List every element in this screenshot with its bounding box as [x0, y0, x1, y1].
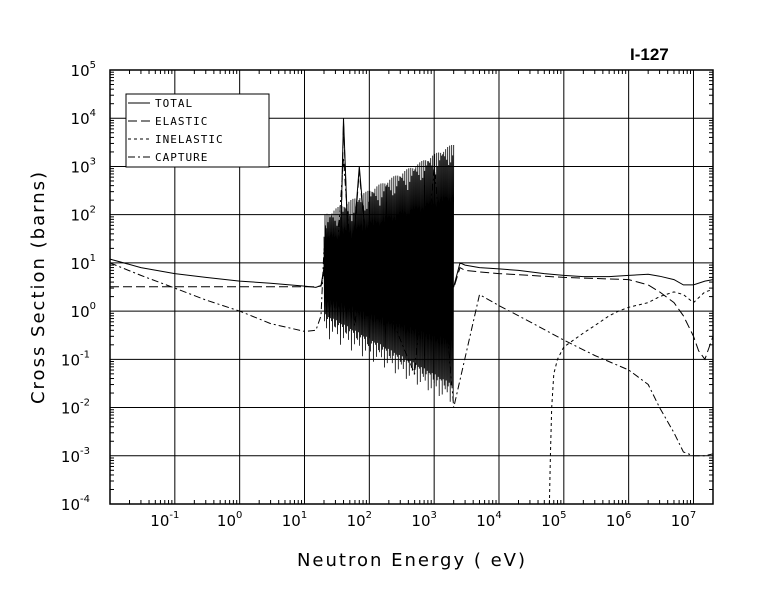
resonance-trace: [323, 144, 455, 402]
series-line-elastic: [110, 122, 714, 361]
legend-label-elastic: ELASTIC: [155, 115, 208, 128]
y-tick-label: 10-1: [61, 349, 90, 369]
x-tick-label: 10-1: [150, 510, 179, 530]
tick-labels: 105 104 103 102 101 100 10-1 10-2 10-3 10-4 10-1 10…: [61, 60, 696, 530]
y-tick-label: 103: [71, 156, 96, 176]
x-tick-label: 102: [347, 510, 372, 530]
legend-label-total: TOTAL: [155, 97, 193, 110]
x-tick-label: 100: [217, 510, 242, 530]
resonance-band: [323, 144, 455, 402]
x-tick-label: 104: [476, 510, 501, 530]
y-tick-label: 10-4: [61, 494, 90, 514]
series-line-inelastic: [548, 289, 714, 505]
y-axis-title: Cross Section (barns): [28, 170, 49, 404]
legend-box: [125, 93, 270, 168]
y-tick-label: 105: [71, 60, 96, 80]
series-line-total: [109, 118, 714, 289]
series-lines: [109, 118, 714, 505]
x-tick-label: 101: [282, 510, 307, 530]
series-line-capture: [109, 157, 714, 457]
legend-label-inelastic: INELASTIC: [155, 133, 224, 146]
y-tick-label: 104: [71, 108, 96, 128]
y-tick-label: 102: [71, 205, 96, 225]
y-tick-label: 10-3: [61, 446, 90, 466]
legend: TOTAL ELASTIC INELASTIC CAPTURE: [125, 93, 270, 168]
x-tick-label: 106: [606, 510, 631, 530]
y-tick-label: 100: [71, 301, 96, 321]
y-tick-label: 101: [71, 253, 96, 273]
x-tick-label: 107: [671, 510, 696, 530]
axis-ticks: [110, 70, 714, 504]
x-axis-title: Neutron Energy ( eV): [297, 550, 527, 571]
x-tick-label: 105: [541, 510, 566, 530]
plot-frame: [109, 69, 714, 505]
y-tick-label: 10-2: [61, 398, 90, 418]
legend-label-capture: CAPTURE: [155, 151, 208, 164]
chart-title: I-127: [630, 45, 669, 64]
x-tick-label: 103: [411, 510, 436, 530]
